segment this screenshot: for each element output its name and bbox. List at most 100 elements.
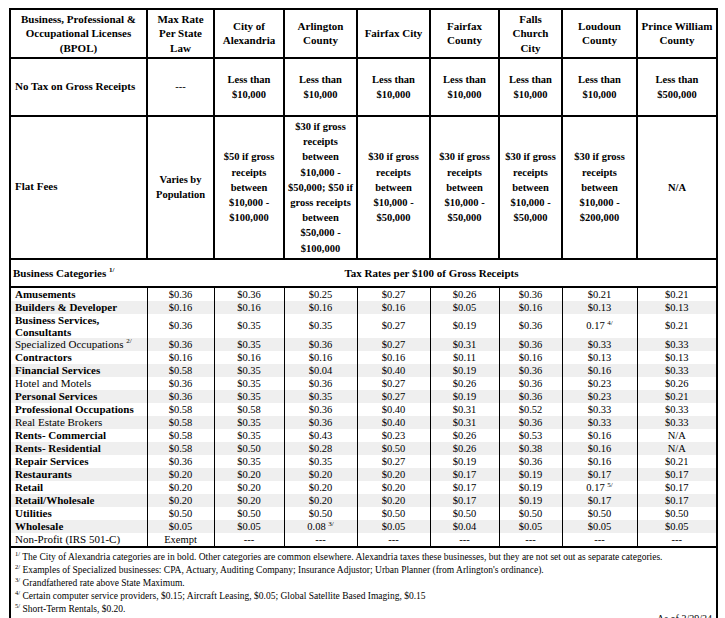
rate-cell: $0.04 (284, 364, 357, 377)
table-row: Non-Profit (IRS 501-C)Exempt------------… (10, 533, 717, 547)
rate-cell: $0.20 (214, 481, 284, 494)
rate-cell: $0.36 (284, 377, 357, 390)
rate-cell: $0.35 (214, 429, 284, 442)
rate-cell: $0.27 (357, 314, 430, 338)
category-label: Specialized Occupations 2/ (10, 338, 147, 351)
table-row: Personal Services$0.36$0.35$0.35$0.27$0.… (10, 390, 717, 403)
rate-cell: $0.17 (637, 481, 717, 494)
rate-cell: $0.16 (147, 351, 214, 364)
rate-cell: $0.31 (430, 416, 499, 429)
rate-cell: $0.27 (357, 390, 430, 403)
category-label: Personal Services (10, 390, 147, 403)
table-row: Real Estate Brokers$0.58$0.35$0.36$0.40$… (10, 416, 717, 429)
table-row: Hotel and Motels$0.36$0.35$0.36$0.27$0.2… (10, 377, 717, 390)
table-row: Retail$0.20$0.20$0.20$0.20$0.17$0.190.17… (10, 481, 717, 494)
flat-fee-cell: $30 if gross receipts between $10,000 - … (499, 116, 562, 259)
category-label: Real Estate Brokers (10, 416, 147, 429)
rate-cell: $0.50 (637, 507, 717, 520)
column-header-max-rate: Max Rate Per State Law (147, 9, 214, 58)
business-categories-label: Business Categories 1/ (10, 259, 147, 287)
footnote: 2/ Examples of Specialized businesses: C… (15, 564, 712, 577)
rate-cell: $0.05 (499, 520, 562, 533)
rate-cell: $0.35 (214, 314, 284, 338)
rate-cell: $0.33 (637, 364, 717, 377)
rate-cell: $0.19 (430, 455, 499, 468)
rate-cell: $0.20 (214, 468, 284, 481)
rate-cell: $0.16 (284, 301, 357, 314)
rate-cell: $0.36 (284, 338, 357, 351)
table-row: Specialized Occupations 2/$0.36$0.35$0.3… (10, 338, 717, 351)
no-tax-cell: Less than $10,000 (284, 58, 357, 116)
column-header-loudoun: Loudoun County (562, 9, 637, 58)
rate-cell: $0.27 (357, 287, 430, 301)
rate-cell: $0.35 (284, 390, 357, 403)
rate-cell: $0.50 (562, 507, 637, 520)
rate-cell: $0.16 (562, 455, 637, 468)
rate-cell: $0.40 (357, 403, 430, 416)
column-header-fairfax-county: Fairfax County (430, 9, 499, 58)
rate-cell: $0.21 (637, 390, 717, 403)
rate-cell: $0.19 (499, 468, 562, 481)
rate-cell: $0.05 (357, 520, 430, 533)
rate-cell: $0.36 (147, 390, 214, 403)
rate-cell: N/A (637, 429, 717, 442)
rate-cell: $0.23 (562, 377, 637, 390)
column-header-alexandria: City of Alexandria (214, 9, 284, 58)
rate-cell: $0.33 (637, 338, 717, 351)
rate-cell: $0.40 (357, 364, 430, 377)
table-row: Restaurants$0.20$0.20$0.20$0.20$0.17$0.1… (10, 468, 717, 481)
table-row: Financial Services$0.58$0.35$0.04$0.40$0… (10, 364, 717, 377)
table-row: Contractors$0.16$0.16$0.16$0.16$0.11$0.1… (10, 351, 717, 364)
category-label: Non-Profit (IRS 501-C) (10, 533, 147, 547)
rate-cell: $0.26 (637, 377, 717, 390)
rate-cell: $0.58 (214, 403, 284, 416)
rate-cell: $0.50 (214, 442, 284, 455)
footnotes-row: 1/ The City of Alexandria categories are… (10, 547, 717, 618)
column-header-prince-william: Prince William County (637, 9, 717, 58)
category-label: Professional Occupations (10, 403, 147, 416)
rate-cell: $0.52 (499, 403, 562, 416)
no-tax-cell: Less than $10,000 (357, 58, 430, 116)
rate-cell: $0.05 (562, 520, 637, 533)
rate-cell: --- (214, 533, 284, 547)
category-label: Utilities (10, 507, 147, 520)
flat-fee-cell: $30 if gross receipts between $10,000 - … (562, 116, 637, 259)
rate-cell: --- (562, 533, 637, 547)
rate-cell: $0.20 (214, 494, 284, 507)
rate-cell: $0.35 (214, 455, 284, 468)
rate-cell: $0.05 (147, 520, 214, 533)
rate-cell: $0.36 (499, 390, 562, 403)
rate-cell: $0.50 (214, 507, 284, 520)
category-label: Builders & Developer (10, 301, 147, 314)
rate-cell: $0.25 (284, 287, 357, 301)
bpol-document: Business, Professional & Occupational Li… (0, 0, 725, 618)
rate-cell: $0.33 (562, 416, 637, 429)
rate-cell: $0.17 (562, 468, 637, 481)
rate-cell: $0.17 (430, 494, 499, 507)
table-row: Rents- Residential$0.58$0.50$0.28$0.50$0… (10, 442, 717, 455)
category-label: Financial Services (10, 364, 147, 377)
rate-cell: $0.58 (147, 442, 214, 455)
rate-cell: $0.50 (284, 507, 357, 520)
rate-cell: --- (430, 533, 499, 547)
category-label: Hotel and Motels (10, 377, 147, 390)
rate-cell: $0.16 (499, 301, 562, 314)
flat-fees-row: Flat Fees Varies by Population $50 if gr… (10, 116, 717, 259)
category-label: Restaurants (10, 468, 147, 481)
rate-cell: $0.16 (284, 351, 357, 364)
row-label-no-tax: No Tax on Gross Receipts (10, 58, 147, 116)
rate-cell: $0.13 (562, 301, 637, 314)
rate-cell: $0.17 (562, 494, 637, 507)
rate-cell: $0.50 (499, 507, 562, 520)
flat-fee-cell: $30 if gross receipts between $10,000 - … (284, 116, 357, 259)
rate-cell: 0.17 4/ (562, 314, 637, 338)
rate-cell: $0.21 (562, 287, 637, 301)
rate-cell: $0.20 (147, 481, 214, 494)
rate-cell: 0.08 3/ (284, 520, 357, 533)
rate-cell: $0.17 (430, 468, 499, 481)
rate-cell: $0.28 (284, 442, 357, 455)
no-tax-cell: --- (147, 58, 214, 116)
category-label: Contractors (10, 351, 147, 364)
no-tax-row: No Tax on Gross Receipts --- Less than $… (10, 58, 717, 116)
rate-cell: $0.05 (214, 520, 284, 533)
